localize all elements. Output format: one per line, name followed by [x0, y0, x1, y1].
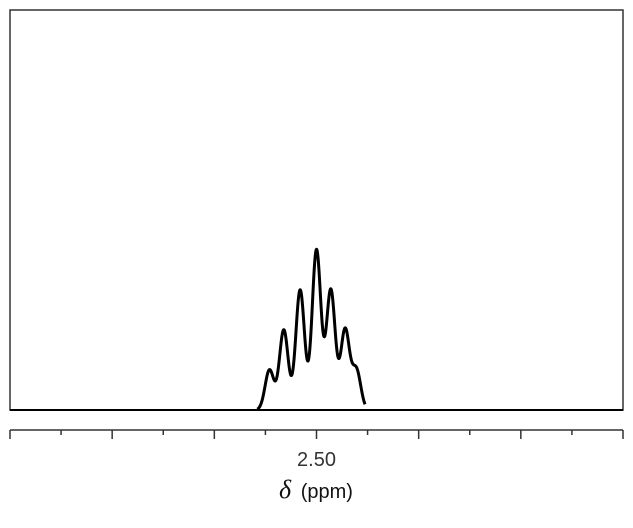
- x-tick-label: 2.50: [297, 449, 336, 471]
- x-axis: 2.50: [9, 429, 624, 471]
- x-axis-unit: (ppm): [301, 481, 353, 503]
- x-axis-symbol: δ: [279, 475, 292, 504]
- septet-multiplet-line: [256, 247, 367, 411]
- x-axis-label: δ (ppm): [279, 475, 353, 504]
- plot-frame: [9, 9, 624, 411]
- spectrum-layer: [10, 247, 623, 411]
